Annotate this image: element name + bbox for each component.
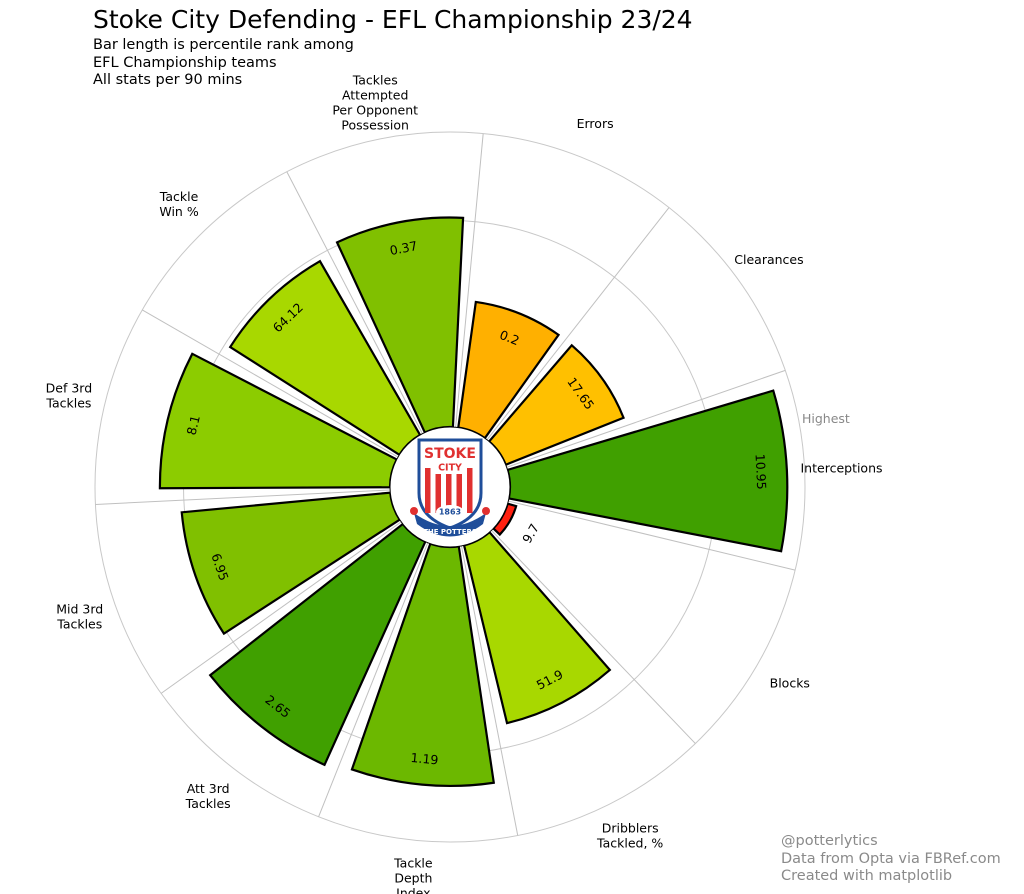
credit-tool: Created with matplotlib	[781, 868, 953, 884]
category-label-4: Blocks	[770, 675, 810, 690]
category-label-2: Clearances	[734, 252, 803, 267]
value-label-4: 9.7	[519, 521, 542, 546]
spoke-line	[160, 521, 402, 694]
crest-ribbon-knot-right	[482, 507, 490, 515]
spoke-line	[506, 369, 786, 468]
highest-ring-label: Highest	[802, 411, 850, 426]
subtitle-line-3: All stats per 90 mins	[93, 72, 243, 88]
credit-source: Data from Opta via FBRef.com	[781, 851, 1001, 867]
value-label-1: 0.2	[498, 327, 522, 348]
crest-stripe	[456, 467, 462, 513]
spoke-line	[142, 309, 399, 458]
subtitle-line-1: Bar length is percentile rank among	[93, 37, 354, 53]
crest-stripe	[435, 467, 441, 513]
category-label-9: Def 3rd Tackles	[45, 380, 92, 410]
crest-text-middle: CITY	[438, 463, 462, 474]
bar-5	[462, 530, 612, 725]
category-label-7: Att 3rd Tackles	[185, 781, 231, 811]
crest-middle-band	[435, 462, 465, 474]
spoke-line	[455, 133, 484, 428]
chart-title: Stoke City Defending - EFL Championship …	[93, 5, 693, 34]
crest-text-top: STOKE	[424, 446, 476, 462]
crest-stripe	[467, 467, 473, 513]
category-label-6: Tackle Depth Index	[393, 855, 433, 894]
category-label-3: Interceptions	[801, 460, 883, 475]
value-label-0: 0.37	[388, 238, 418, 258]
category-label-5: Dribblers Tackled, %	[596, 820, 663, 850]
crest-year-band	[436, 505, 464, 519]
category-label-1: Errors	[577, 115, 614, 130]
bars	[158, 216, 789, 788]
spoke-line	[491, 530, 696, 744]
spoke-line	[286, 171, 423, 434]
credit-handle: @potterlytics	[781, 833, 878, 849]
category-label-10: Tackle Win %	[159, 189, 199, 219]
crest-text-ribbon: THE POTTERS	[423, 528, 477, 536]
value-label-3: 10.95	[753, 453, 770, 489]
category-label-0: Tackles Attempted Per Opponent Possession	[332, 72, 418, 132]
subtitle-line-2: EFL Championship teams	[93, 55, 277, 71]
spoke-line	[318, 542, 429, 817]
spoke-line	[486, 207, 670, 441]
crest-stripe	[425, 467, 431, 513]
spoke-line	[95, 489, 391, 505]
category-labels: Tackles Attempted Per Opponent Possession Er…	[45, 72, 882, 894]
crest-ribbon	[414, 513, 486, 537]
crest-ribbon-knot-left	[410, 507, 418, 515]
crest-stripe	[446, 467, 452, 513]
outer-ring	[94, 131, 806, 843]
spoke-line	[508, 500, 796, 571]
value-label-9: 8.1	[184, 414, 203, 437]
category-label-8: Mid 3rd Tackles	[56, 601, 103, 631]
value-label-6: 1.19	[410, 750, 439, 768]
crest-text-year: 1863	[439, 508, 461, 517]
spoke-line	[460, 545, 519, 836]
